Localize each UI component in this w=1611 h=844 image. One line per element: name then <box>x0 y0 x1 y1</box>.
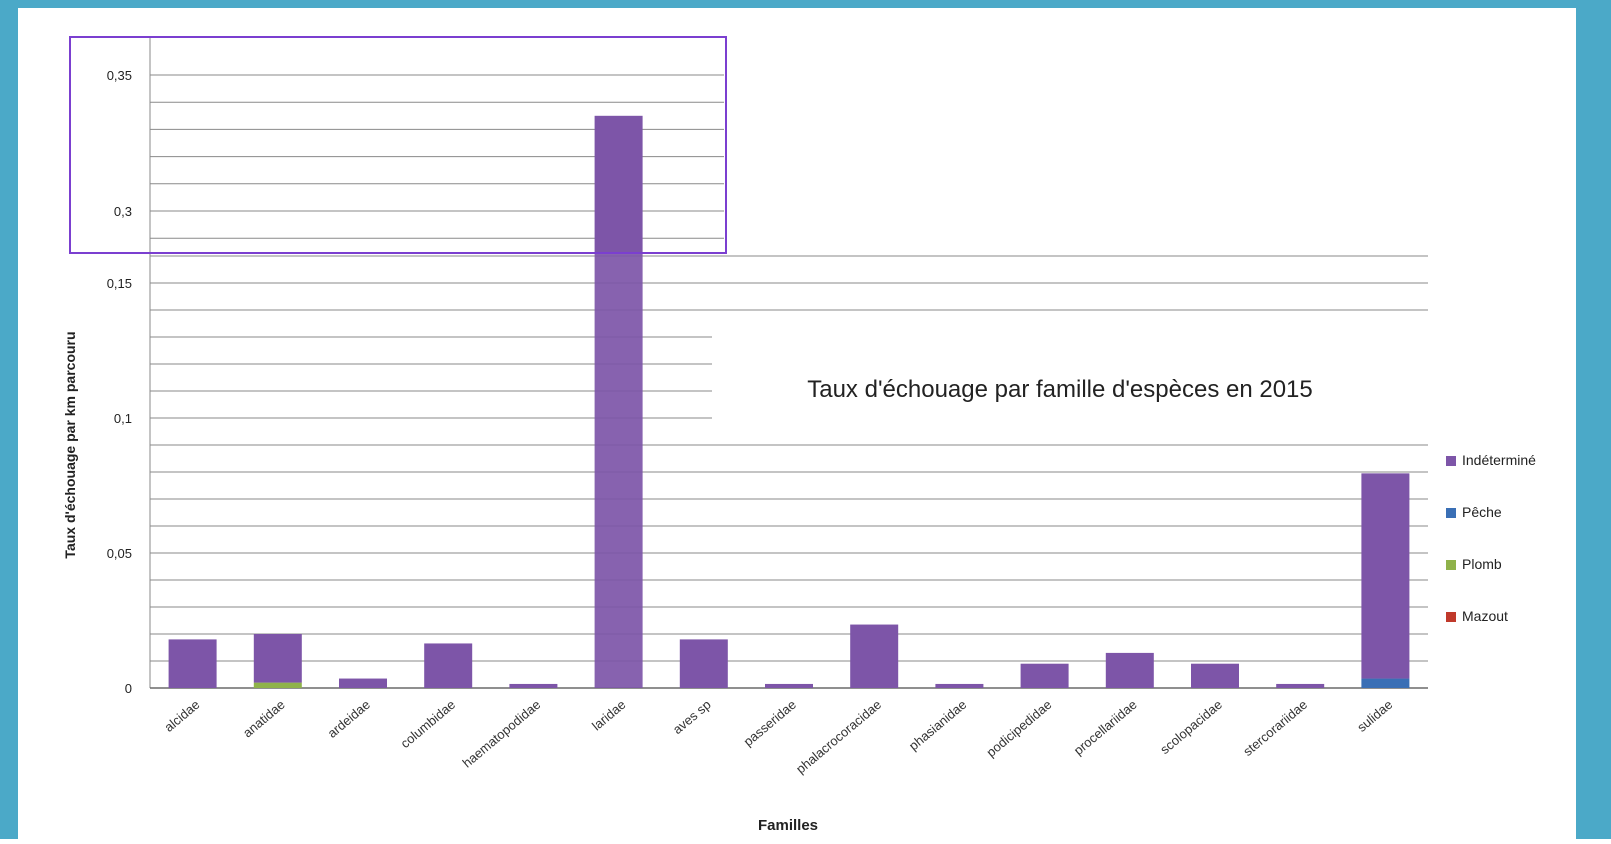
bar-phalacrocoracidae-indetermine <box>850 624 899 688</box>
bar-laridae-indetermine-lower <box>594 253 643 688</box>
bar-haematopodidae-indetermine <box>509 683 558 688</box>
bar-anatidae-plomb <box>253 682 302 688</box>
bar-sulidae-indetermine <box>1361 473 1410 679</box>
x-axis-label: Familles <box>758 817 818 834</box>
bar-sulidae-peche <box>1361 678 1410 688</box>
bar-aves-sp-indetermine <box>679 639 728 688</box>
legend-label-indetermine: Indéterminé <box>1462 452 1536 468</box>
bar-scolopacidae-indetermine <box>1191 663 1239 688</box>
bar-podicipedidae-indetermine <box>1020 663 1069 688</box>
legend-swatch-mazout <box>1446 612 1456 622</box>
legend-swatch-peche <box>1446 508 1456 518</box>
bar-ardeidae-indetermine <box>339 678 387 688</box>
chart-title: Taux d'échouage par famille d'espèces en… <box>807 376 1313 403</box>
bar-phasianidae-indetermine <box>935 683 984 688</box>
y-tick-label: 0,15 <box>107 276 132 291</box>
legend-label-plomb: Plomb <box>1462 556 1502 572</box>
y-tick-label: 0 <box>125 681 132 696</box>
legend-swatch-plomb <box>1446 560 1456 570</box>
bar-columbidae-indetermine <box>424 643 473 688</box>
legend-label-peche: Pêche <box>1462 504 1502 520</box>
y-tick-labels: 0 0,05 0,1 0,15 0,3 0,35 <box>107 68 132 696</box>
bar-laridae-indetermine-upper <box>594 115 643 253</box>
bar-passeridae-indetermine <box>765 683 813 688</box>
y-tick-label: 0,35 <box>107 68 132 83</box>
y-axis-label: Taux d'échouage par km parcouru <box>62 331 78 558</box>
bar-procellariidae-indetermine <box>1105 652 1154 688</box>
y-tick-label: 0,05 <box>107 546 132 561</box>
bar-alcidae-indetermine <box>168 639 217 688</box>
broken-axis-inset-border <box>69 36 727 254</box>
legend-swatch-indetermine <box>1446 456 1456 466</box>
y-tick-label: 0,1 <box>114 411 132 426</box>
bar-stercorariidae-indetermine <box>1276 683 1325 688</box>
bar-anatidae-indetermine <box>253 634 302 683</box>
legend-label-mazout: Mazout <box>1462 608 1508 624</box>
legend: Indéterminé Pêche Plomb Mazout <box>1446 452 1536 624</box>
plot-background <box>18 8 1576 839</box>
bars <box>168 115 1410 688</box>
y-tick-label: 0,3 <box>114 204 132 219</box>
